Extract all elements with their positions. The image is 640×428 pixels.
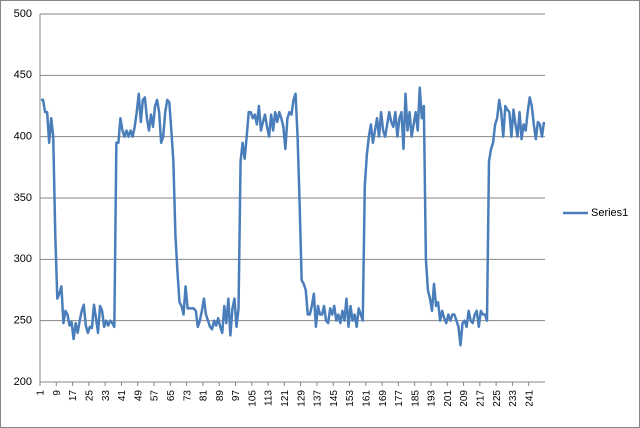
y-tick-label: 250 [14, 315, 32, 327]
x-tick-label: 1 [36, 390, 47, 396]
legend-label: Series1 [591, 207, 628, 219]
x-tick-label: 17 [68, 390, 79, 402]
x-tick-label: 129 [296, 390, 307, 407]
x-tick-label: 41 [117, 390, 128, 402]
x-tick-label: 161 [361, 390, 372, 407]
x-tick-label: 137 [313, 390, 324, 407]
x-tick-label: 73 [182, 390, 193, 402]
x-tick-label: 33 [101, 390, 112, 402]
x-tick-label: 57 [150, 390, 161, 402]
x-tick-label: 49 [133, 390, 144, 402]
y-tick-label: 450 [14, 69, 32, 81]
y-tick-label: 200 [14, 376, 32, 388]
x-tick-label: 233 [508, 390, 519, 407]
x-tick-label: 121 [280, 390, 291, 407]
x-tick-label: 25 [85, 390, 96, 402]
x-tick-label: 113 [264, 390, 275, 406]
x-tick-label: 177 [394, 390, 405, 407]
x-tick-label: 209 [459, 390, 470, 407]
y-tick-label: 500 [14, 8, 32, 20]
y-tick-label: 350 [14, 192, 32, 204]
x-tick-label: 193 [427, 390, 438, 407]
x-tick-label: 9 [52, 390, 63, 396]
x-tick-label: 97 [231, 390, 242, 402]
x-tick-label: 241 [524, 390, 535, 407]
series-line [41, 86, 546, 347]
x-tick-label: 105 [247, 390, 258, 407]
x-tick-label: 217 [475, 390, 486, 407]
x-tick-label: 65 [166, 390, 177, 402]
x-tick-label: 153 [345, 390, 356, 407]
x-tick-label: 81 [199, 390, 210, 402]
x-tick-label: 185 [410, 390, 421, 407]
x-tick-label: 89 [215, 390, 226, 402]
x-tick-label: 169 [378, 390, 389, 407]
x-tick-label: 201 [443, 390, 454, 407]
x-tick-label: 145 [329, 390, 340, 407]
y-tick-label: 300 [14, 253, 32, 265]
x-tick-label: 225 [492, 390, 503, 407]
y-tick-label: 400 [14, 131, 32, 143]
